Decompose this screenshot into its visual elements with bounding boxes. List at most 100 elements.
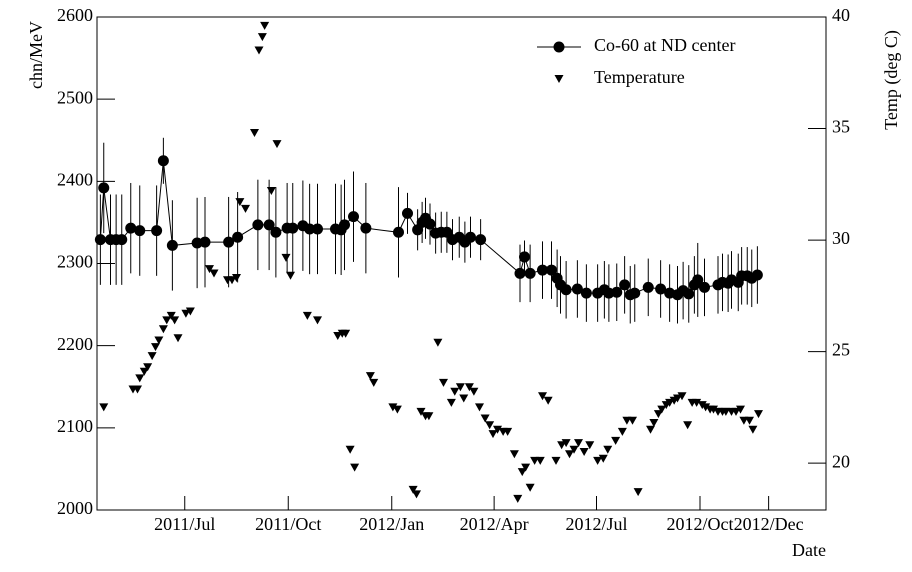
y-axis-title: chn/MeV [26,21,46,89]
data-point [151,225,163,237]
y-tick-label: 2500 [57,87,93,107]
data-point [205,265,214,274]
data-point [692,274,704,286]
data-point [348,211,359,223]
data-point [538,392,547,401]
data-point [439,378,448,387]
data-point [339,219,350,231]
data-point [393,226,404,238]
y2-axis-title: Temp (deg C) [881,30,902,130]
data-point [569,445,579,454]
data-point [241,204,250,213]
data-point [272,140,282,149]
data-point [745,416,754,425]
data-point [135,374,145,383]
data-point [227,276,237,285]
data-point [633,488,643,497]
legend-label: Temperature [594,67,685,87]
data-point [402,207,413,219]
y-tick-label: 2000 [57,498,93,518]
data-point [754,410,763,419]
data-point [692,398,702,407]
data-point [465,231,476,243]
data-point [209,269,219,278]
data-point [521,463,531,472]
data-point [611,286,623,298]
data-point [392,405,402,414]
data-point [134,225,146,237]
data-point [585,441,595,450]
data-point [162,316,172,325]
data-point [574,439,583,448]
data-point [312,223,323,235]
x-tick-label: 2012/Jan [359,514,424,534]
x-tick-label: 2011/Jul [154,514,215,534]
y-tick-label: 2600 [57,5,93,25]
data-point [143,363,153,372]
data-point [98,182,110,194]
data-point [157,155,169,167]
data-point [333,332,343,340]
data-point [360,222,372,234]
data-point [598,454,608,463]
data-point [173,334,183,343]
data-point [166,239,178,251]
data-point [655,283,667,295]
data-point [557,441,567,450]
data-point [543,396,553,405]
data-point [475,234,487,246]
data-point [151,343,160,352]
data-point [232,231,244,243]
data-point [166,311,176,320]
data-point [459,394,469,403]
data-point [480,414,490,423]
data-point [450,387,460,396]
data-point [139,367,149,376]
data-point [464,383,474,392]
data-point [365,372,375,381]
data-point [433,338,443,347]
data-point [302,311,312,320]
data-point [223,236,235,248]
legend-marker [553,41,565,53]
data-point [345,445,355,454]
data-point [424,218,436,230]
data-point [99,403,109,412]
data-point [677,392,687,401]
data-point [416,407,426,416]
data-point [649,419,659,427]
data-point [388,403,398,412]
y2-tick-label: 35 [832,117,850,137]
legend-marker [554,75,564,83]
data-point [657,405,667,414]
data-point [535,456,545,465]
data-point [455,383,465,392]
data-point [266,187,276,195]
data-point [170,316,180,325]
data-point [252,219,264,231]
y-tick-label: 2100 [57,416,93,436]
data-point [232,274,241,282]
x-tick-label: 2011/Oct [255,514,321,534]
data-point [475,403,484,412]
data-point [546,264,557,276]
data-point [683,288,695,300]
y2-tick-label: 40 [832,5,850,25]
data-point [748,425,758,434]
y-tick-label: 2200 [57,334,93,354]
y2-tick-label: 20 [832,451,850,471]
data-point [653,410,663,419]
x-tick-label: 2012/Apr [460,514,529,534]
data-point [408,485,418,494]
data-point [503,427,513,436]
data-point [513,494,523,503]
data-point [369,378,379,387]
data-point [424,412,434,421]
data-point [611,436,621,445]
legend-label: Co-60 at ND center [594,35,735,55]
data-point [619,279,631,291]
data-point [628,416,637,425]
data-point [94,234,106,246]
data-point [565,450,574,459]
